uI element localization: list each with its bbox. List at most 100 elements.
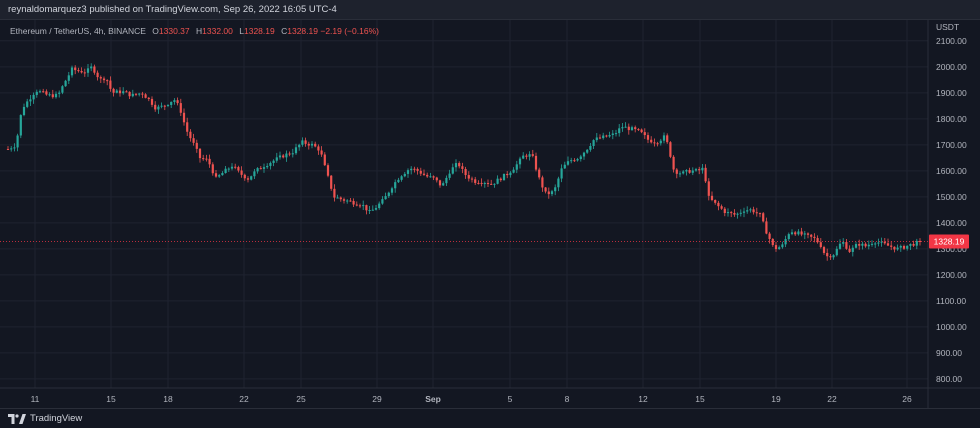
x-tick-label: 22 xyxy=(827,394,837,404)
candle-body xyxy=(704,167,707,182)
x-tick-label: Sep xyxy=(425,394,441,404)
candle-body xyxy=(413,168,416,170)
candle-body xyxy=(192,138,195,143)
candle-body xyxy=(6,148,10,150)
candle-body xyxy=(672,156,675,170)
candle-body xyxy=(749,209,752,211)
candle-body xyxy=(768,233,771,239)
candle-body xyxy=(205,158,208,160)
candle-body xyxy=(563,164,566,169)
candle-body xyxy=(240,170,243,175)
candle-body xyxy=(480,182,483,184)
candle-body xyxy=(739,212,742,214)
candle-body xyxy=(198,148,202,159)
x-tick-label: 11 xyxy=(31,394,40,404)
candle-body xyxy=(554,187,557,192)
candle-body xyxy=(131,93,134,97)
change-value: −2.19 (−0.16%) xyxy=(320,26,379,36)
candle-body xyxy=(150,98,154,105)
y-tick-label: 1900.00 xyxy=(936,88,967,98)
candle-body xyxy=(365,205,368,211)
candle-body xyxy=(560,168,563,179)
candle-body xyxy=(627,126,630,131)
candle-body xyxy=(445,177,448,184)
candle-body xyxy=(518,158,522,165)
candle-body xyxy=(691,170,694,173)
candle-body xyxy=(874,243,877,245)
candle-body xyxy=(29,99,32,102)
candle-body xyxy=(259,168,262,170)
candle-body xyxy=(650,139,653,143)
x-tick-label: 12 xyxy=(638,394,648,404)
candle-body xyxy=(310,143,314,146)
candle-body xyxy=(528,154,531,157)
y-tick-label: 1300.00 xyxy=(936,244,967,254)
candle-body xyxy=(474,179,477,183)
candle-body xyxy=(755,212,758,214)
candle-body xyxy=(330,175,333,189)
candle-body xyxy=(342,199,346,201)
candle-body xyxy=(726,212,730,214)
candle-body xyxy=(35,91,38,95)
candle-body xyxy=(534,155,538,170)
candle-body xyxy=(32,94,35,100)
candle-body xyxy=(243,174,246,179)
y-tick-label: 1200.00 xyxy=(936,270,967,280)
candle-body xyxy=(291,153,294,155)
candle-body xyxy=(19,115,22,136)
candle-body xyxy=(746,210,749,212)
candle-body xyxy=(880,241,883,243)
x-tick-label: 22 xyxy=(239,394,249,404)
candle-body xyxy=(179,103,182,113)
candle-body xyxy=(83,72,86,74)
candle-body xyxy=(509,172,512,176)
publisher-caption: reynaldomarquez3 published on TradingVie… xyxy=(8,4,337,15)
candle-body xyxy=(819,242,822,248)
chart-area[interactable]: 800.00 900.00 1000.00 1100.00 1200.00 1300.00… xyxy=(0,20,980,408)
candle-body xyxy=(278,155,282,158)
candle-body xyxy=(86,68,90,73)
candle-body xyxy=(784,239,787,245)
candle-body xyxy=(634,127,637,130)
candle-body xyxy=(275,157,278,161)
candle-body xyxy=(547,191,550,195)
currency-label: USDT xyxy=(936,22,960,32)
candlestick-chart[interactable]: 800.00 900.00 1000.00 1100.00 1200.00 1300.00… xyxy=(0,20,980,408)
candle-body xyxy=(202,158,205,160)
candle-body xyxy=(195,142,198,149)
tradingview-brand[interactable]: TradingView xyxy=(8,413,82,424)
symbol-legend: Ethereum / TetherUS, 4h, BINANCE O1330.3… xyxy=(10,26,379,36)
candle-body xyxy=(848,248,851,252)
open-label: O xyxy=(152,26,159,36)
candle-body xyxy=(851,247,854,252)
candle-body xyxy=(570,160,573,162)
candle-body xyxy=(314,143,317,147)
candle-body xyxy=(362,205,365,207)
candle-body xyxy=(522,155,525,159)
candle-body xyxy=(458,163,461,167)
candle-body xyxy=(442,183,445,186)
candle-body xyxy=(624,126,627,128)
candle-body xyxy=(250,176,253,180)
y-tick-label: 1000.00 xyxy=(936,322,967,332)
y-tick-label: 900.00 xyxy=(936,348,962,358)
candle-body xyxy=(99,77,102,79)
candle-body xyxy=(214,173,218,177)
candle-body xyxy=(778,247,781,250)
candle-body xyxy=(618,128,621,134)
candle-body xyxy=(589,146,592,150)
candle-body xyxy=(630,127,634,131)
candle-body xyxy=(506,173,509,176)
candle-body xyxy=(269,162,272,166)
x-tick-label: 5 xyxy=(508,394,513,404)
grid-lines xyxy=(0,20,928,388)
y-tick-label: 1600.00 xyxy=(936,166,967,176)
high-label: H xyxy=(196,26,203,36)
tradingview-logo-icon xyxy=(8,413,26,424)
candle-body xyxy=(531,154,534,156)
candle-body xyxy=(237,167,240,171)
candle-body xyxy=(582,152,586,157)
candle-body xyxy=(698,169,701,171)
candle-body xyxy=(454,163,458,168)
candle-body xyxy=(893,246,896,250)
